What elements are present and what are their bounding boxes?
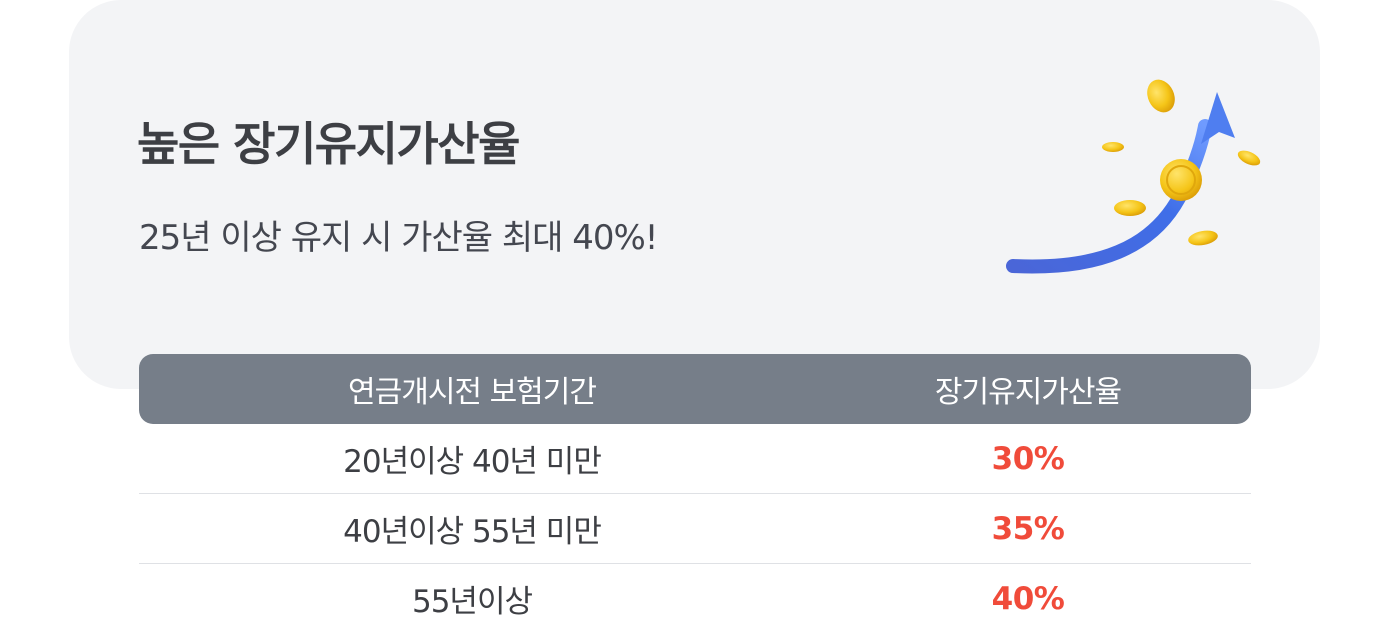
rate-table: 연금개시전 보험기간 장기유지가산율 20년이상 40년 미만 30% 40년이… [139, 354, 1251, 632]
row-period: 40년이상 55년 미만 [343, 514, 602, 550]
table-row: 20년이상 40년 미만 30% [139, 424, 1251, 494]
header-rate-label: 장기유지가산율 [934, 375, 1122, 410]
header-cell-rate: 장기유지가산율 [805, 367, 1251, 411]
table-row: 40년이상 55년 미만 35% [139, 494, 1251, 564]
header-cell-period: 연금개시전 보험기간 [139, 367, 805, 411]
hero-subtitle: 25년 이상 유지 시 가산율 최대 40%! [139, 218, 658, 258]
row-period: 55년이상 [411, 584, 533, 620]
row-period: 20년이상 40년 미만 [343, 444, 602, 480]
table-header: 연금개시전 보험기간 장기유지가산율 [139, 354, 1251, 424]
row-rate: 30% [991, 440, 1065, 477]
row-rate: 35% [991, 510, 1065, 547]
hero-card [69, 0, 1320, 389]
header-period-label: 연금개시전 보험기간 [348, 375, 597, 410]
rising-arrow-with-gold-coins-icon [1006, 79, 1261, 274]
row-rate: 40% [991, 580, 1065, 617]
hero-title: 높은 장기유지가산율 [137, 117, 520, 171]
table-row: 55년이상 40% [139, 564, 1251, 632]
